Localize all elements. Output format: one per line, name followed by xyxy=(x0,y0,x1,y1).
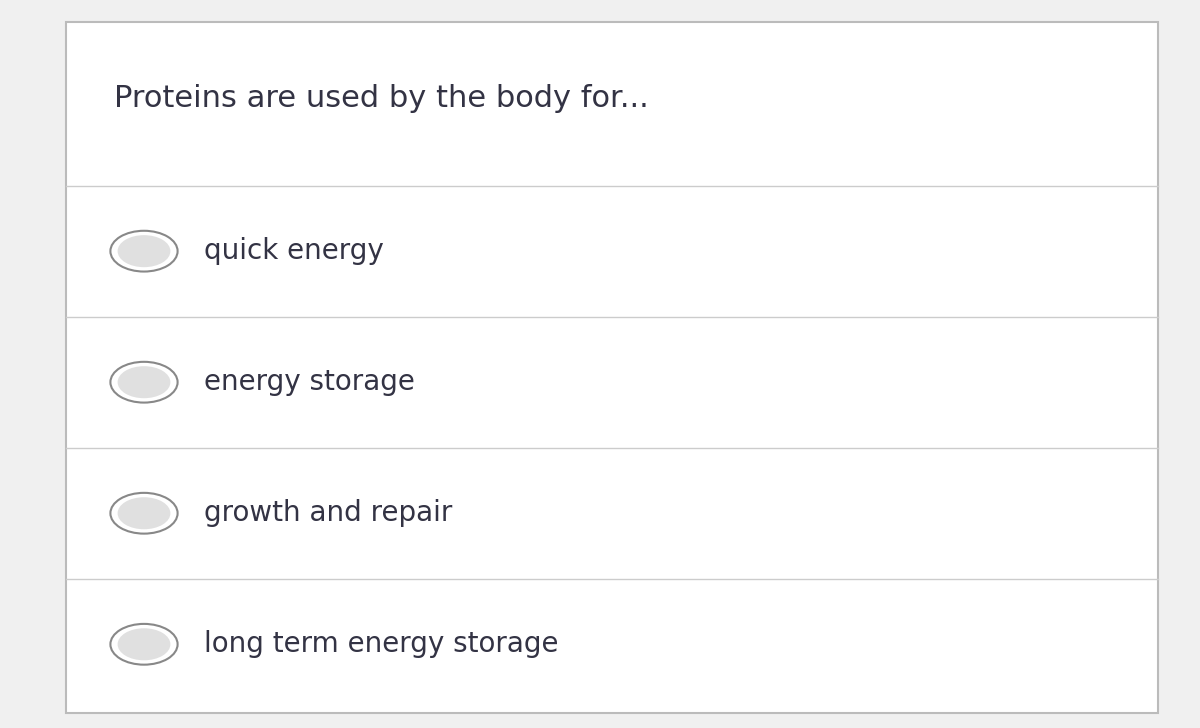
Circle shape xyxy=(118,366,170,398)
Text: Proteins are used by the body for...: Proteins are used by the body for... xyxy=(114,84,649,113)
Text: energy storage: energy storage xyxy=(204,368,415,396)
Circle shape xyxy=(110,362,178,403)
FancyBboxPatch shape xyxy=(66,22,1158,713)
Circle shape xyxy=(110,624,178,665)
Text: quick energy: quick energy xyxy=(204,237,384,265)
Circle shape xyxy=(118,235,170,267)
Circle shape xyxy=(110,231,178,272)
Text: growth and repair: growth and repair xyxy=(204,499,452,527)
Circle shape xyxy=(118,628,170,660)
Text: long term energy storage: long term energy storage xyxy=(204,630,558,658)
Circle shape xyxy=(118,497,170,529)
Circle shape xyxy=(110,493,178,534)
